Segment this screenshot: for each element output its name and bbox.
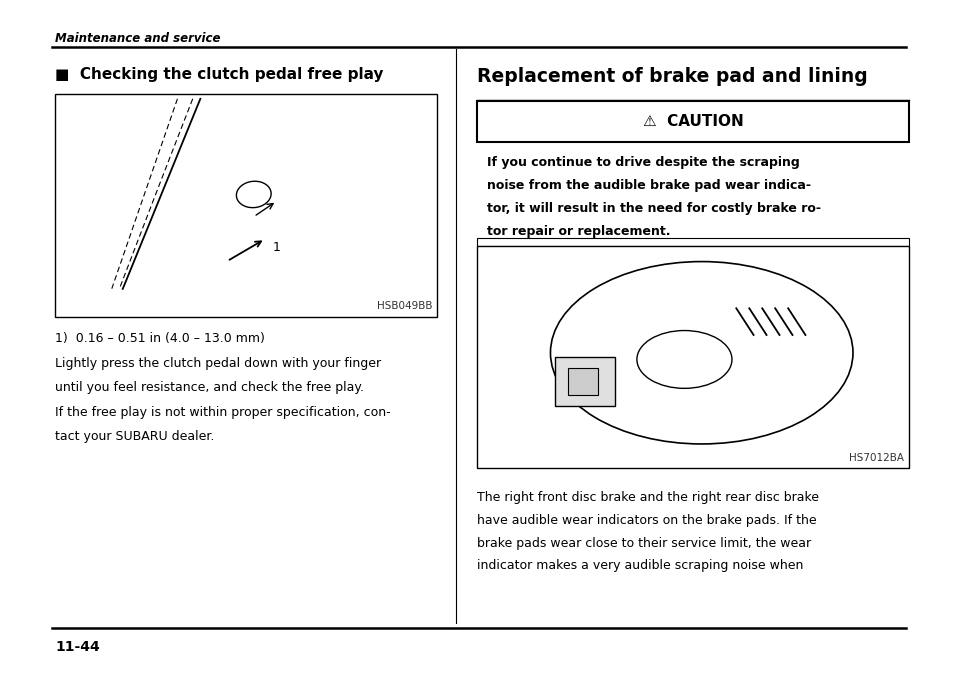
Text: noise from the audible brake pad wear indica-: noise from the audible brake pad wear in…: [486, 179, 810, 192]
Ellipse shape: [236, 181, 271, 208]
Text: tor repair or replacement.: tor repair or replacement.: [486, 225, 669, 238]
Text: brake pads wear close to their service limit, the wear: brake pads wear close to their service l…: [476, 537, 810, 549]
Text: ⚠  CAUTION: ⚠ CAUTION: [642, 114, 742, 129]
Text: Replacement of brake pad and lining: Replacement of brake pad and lining: [476, 67, 867, 86]
Bar: [55, 94, 436, 317]
Text: The right front disc brake and the right rear disc brake: The right front disc brake and the right…: [476, 491, 818, 503]
Text: until you feel resistance, and check the free play.: until you feel resistance, and check the…: [55, 381, 364, 394]
Bar: [476, 238, 908, 246]
Text: HSB049BB: HSB049BB: [376, 301, 432, 311]
Ellipse shape: [637, 330, 731, 388]
Bar: [567, 368, 598, 395]
Text: tor, it will result in the need for costly brake ro-: tor, it will result in the need for cost…: [486, 202, 820, 215]
Text: Lightly press the clutch pedal down with your finger: Lightly press the clutch pedal down with…: [55, 357, 381, 370]
Text: Maintenance and service: Maintenance and service: [55, 32, 220, 45]
Bar: [476, 101, 908, 142]
Bar: [555, 357, 615, 406]
Text: indicator makes a very audible scraping noise when: indicator makes a very audible scraping …: [476, 559, 802, 572]
Text: 1: 1: [273, 241, 280, 254]
Bar: [476, 246, 908, 468]
Text: If the free play is not within proper specification, con-: If the free play is not within proper sp…: [55, 406, 391, 419]
Text: HS7012BA: HS7012BA: [848, 453, 903, 463]
Text: tact your SUBARU dealer.: tact your SUBARU dealer.: [55, 430, 214, 443]
Text: If you continue to drive despite the scraping: If you continue to drive despite the scr…: [486, 156, 799, 169]
Text: 1)  0.16 – 0.51 in (4.0 – 13.0 mm): 1) 0.16 – 0.51 in (4.0 – 13.0 mm): [55, 332, 265, 344]
Text: 11-44: 11-44: [55, 640, 100, 654]
Text: ■  Checking the clutch pedal free play: ■ Checking the clutch pedal free play: [55, 67, 383, 82]
Text: have audible wear indicators on the brake pads. If the: have audible wear indicators on the brak…: [476, 514, 816, 526]
